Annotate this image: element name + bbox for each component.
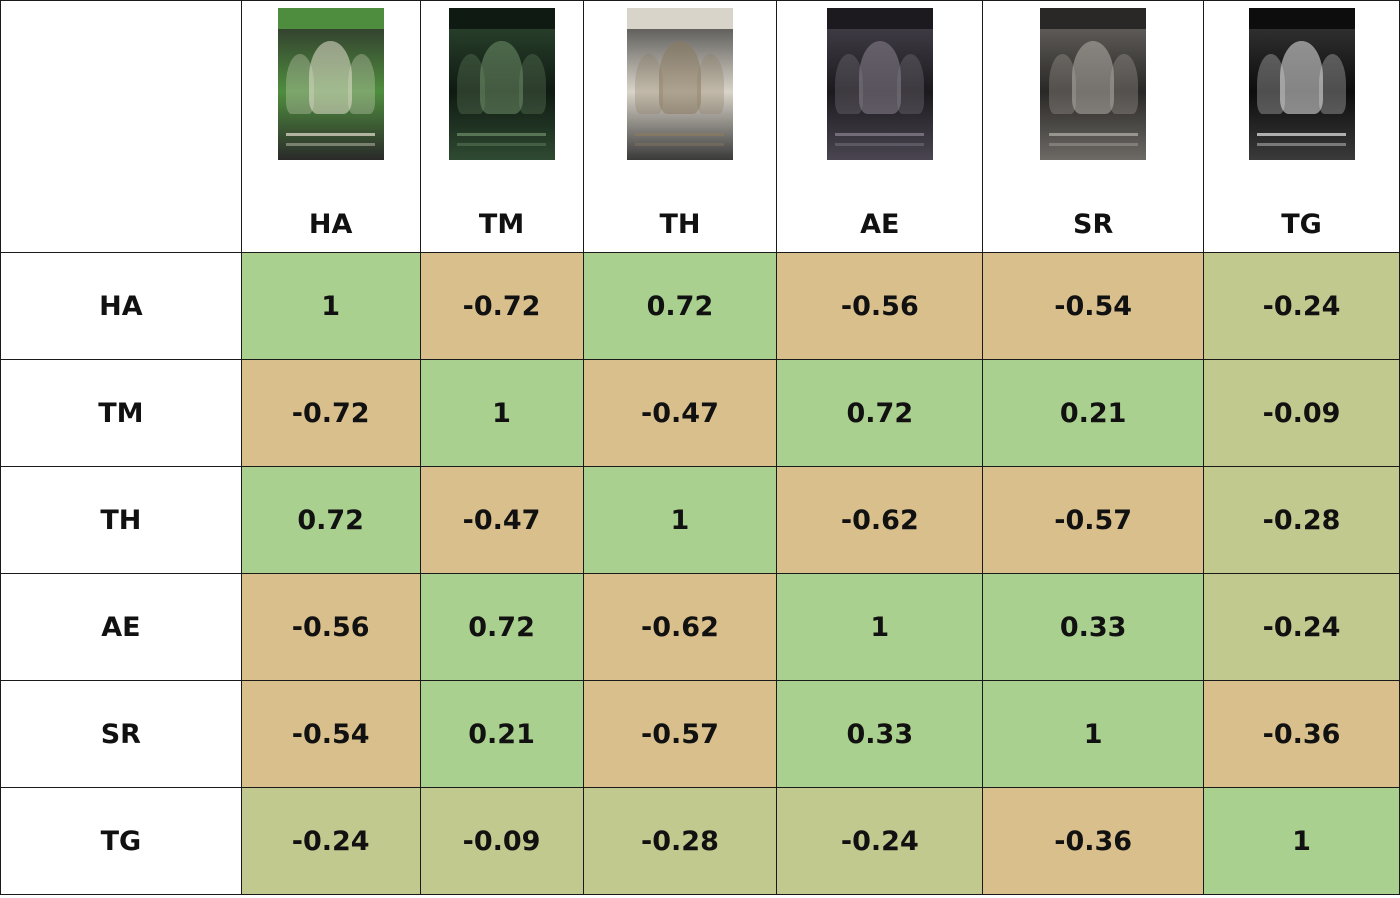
col-label-3: AE xyxy=(860,209,900,240)
matrix-cell: -0.36 xyxy=(982,787,1205,895)
matrix-cell: -0.72 xyxy=(240,359,421,467)
matrix-cell: 0.33 xyxy=(982,573,1205,681)
matrix-cell: -0.09 xyxy=(419,787,584,895)
matrix-cell: -0.09 xyxy=(1203,359,1400,467)
col-header-0: HA xyxy=(240,0,421,253)
matrix-cell: 0.33 xyxy=(776,680,984,788)
matrix-cell: -0.24 xyxy=(240,787,421,895)
row-label-0: HA xyxy=(0,252,242,360)
matrix-cell: -0.36 xyxy=(1203,680,1400,788)
matrix-cell: 0.21 xyxy=(419,680,584,788)
matrix-cell: -0.47 xyxy=(582,359,778,467)
col-label-1: TM xyxy=(478,209,525,240)
matrix-cell: -0.28 xyxy=(1203,466,1400,574)
matrix-cell: -0.54 xyxy=(982,252,1205,360)
col-header-1: TM xyxy=(419,0,584,253)
matrix-cell: 0.21 xyxy=(982,359,1205,467)
matrix-cell: -0.24 xyxy=(1203,252,1400,360)
the-hangover-poster-icon xyxy=(626,8,733,160)
matrix-cell: 1 xyxy=(582,466,778,574)
matrix-body: HA 1 -0.72 0.72 -0.56 -0.54 -0.24 TM -0.72 1 -0.47… xyxy=(0,252,1400,895)
matrix-cell: 1 xyxy=(1203,787,1400,895)
col-label-2: TH xyxy=(659,209,701,240)
row-label-4: SR xyxy=(0,680,242,788)
row-label-3: AE xyxy=(0,573,242,681)
matrix-cell: 0.72 xyxy=(419,573,584,681)
matrix-cell: -0.54 xyxy=(240,680,421,788)
header-row: HA TM TH AE SR TG xyxy=(0,0,1400,253)
matrix-cell: 1 xyxy=(240,252,421,360)
matrix-row: TH 0.72 -0.47 1 -0.62 -0.57 -0.28 xyxy=(0,466,1400,574)
matrix-row: AE -0.56 0.72 -0.62 1 0.33 -0.24 xyxy=(0,573,1400,681)
row-label-1: TM xyxy=(0,359,242,467)
row-label-2: TH xyxy=(0,466,242,574)
home-alone-poster-icon xyxy=(277,8,384,160)
matrix-cell: 0.72 xyxy=(240,466,421,574)
matrix-row: HA 1 -0.72 0.72 -0.56 -0.54 -0.24 xyxy=(0,252,1400,360)
matrix-cell: -0.28 xyxy=(582,787,778,895)
the-matrix-poster-icon xyxy=(448,8,555,160)
shawshank-redemption-poster-icon xyxy=(1040,8,1147,160)
matrix-cell: -0.24 xyxy=(1203,573,1400,681)
matrix-cell: 1 xyxy=(419,359,584,467)
matrix-row: TG -0.24 -0.09 -0.28 -0.24 -0.36 1 xyxy=(0,787,1400,895)
avengers-endgame-poster-icon xyxy=(826,8,933,160)
corner-cell xyxy=(0,0,242,253)
matrix-cell: -0.24 xyxy=(776,787,984,895)
col-label-4: SR xyxy=(1073,209,1114,240)
matrix-cell: 0.72 xyxy=(582,252,778,360)
col-header-5: TG xyxy=(1203,0,1400,253)
matrix-cell: -0.56 xyxy=(776,252,984,360)
matrix-row: SR -0.54 0.21 -0.57 0.33 1 -0.36 xyxy=(0,680,1400,788)
row-label-5: TG xyxy=(0,787,242,895)
the-godfather-poster-icon xyxy=(1248,8,1355,160)
matrix-cell: -0.62 xyxy=(582,573,778,681)
matrix-cell: -0.72 xyxy=(419,252,584,360)
matrix-cell: 1 xyxy=(982,680,1205,788)
matrix-cell: -0.62 xyxy=(776,466,984,574)
col-header-4: SR xyxy=(982,0,1205,253)
matrix-row: TM -0.72 1 -0.47 0.72 0.21 -0.09 xyxy=(0,359,1400,467)
col-header-2: TH xyxy=(582,0,778,253)
col-header-3: AE xyxy=(776,0,984,253)
col-label-0: HA xyxy=(308,209,353,240)
matrix-cell: -0.57 xyxy=(982,466,1205,574)
matrix-cell: -0.47 xyxy=(419,466,584,574)
col-label-5: TG xyxy=(1281,209,1322,240)
matrix-cell: 0.72 xyxy=(776,359,984,467)
matrix-cell: -0.57 xyxy=(582,680,778,788)
matrix-cell: 1 xyxy=(776,573,984,681)
matrix-cell: -0.56 xyxy=(240,573,421,681)
